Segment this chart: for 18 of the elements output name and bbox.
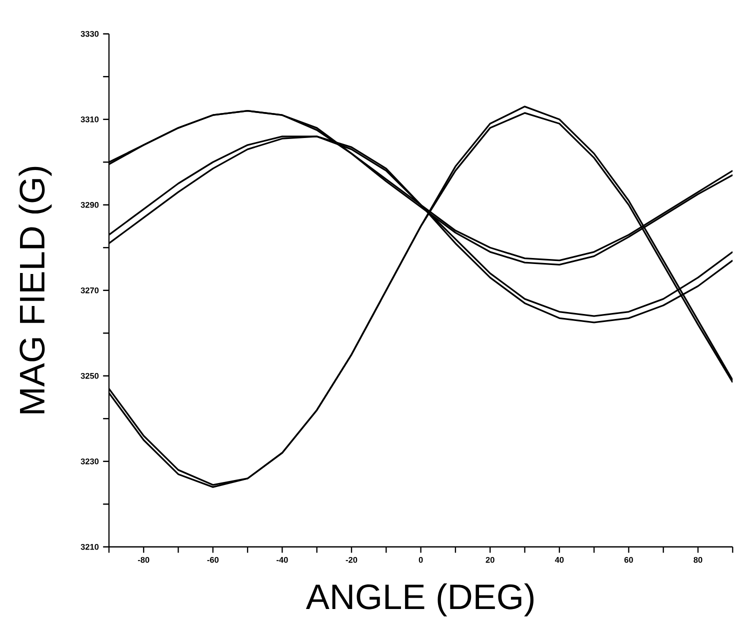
- y-tick-label: 3270: [80, 287, 99, 294]
- x-axis-title: ANGLE (DEG): [306, 583, 534, 616]
- x-tick-label: -20: [346, 556, 358, 563]
- y-tick-label: 3250: [80, 372, 99, 379]
- y-tick-label: 3230: [80, 458, 99, 464]
- x-tick-label: -80: [138, 556, 150, 563]
- y-axis-title: MAG FIELD (G): [18, 166, 52, 414]
- x-tick-label: 0: [418, 556, 423, 563]
- y-tick-label: 3210: [80, 544, 99, 550]
- x-tick-label: -40: [276, 556, 288, 563]
- y-tick-label: 3330: [80, 30, 99, 37]
- x-tick-label: 40: [554, 556, 564, 563]
- x-tick-label: 60: [624, 556, 633, 563]
- x-tick-label: 20: [486, 556, 494, 563]
- y-tick-label: 3310: [80, 116, 99, 122]
- y-tick-label: 3290: [80, 202, 99, 208]
- x-tick-label: 80: [694, 556, 702, 563]
- x-tick-label: -60: [207, 556, 219, 563]
